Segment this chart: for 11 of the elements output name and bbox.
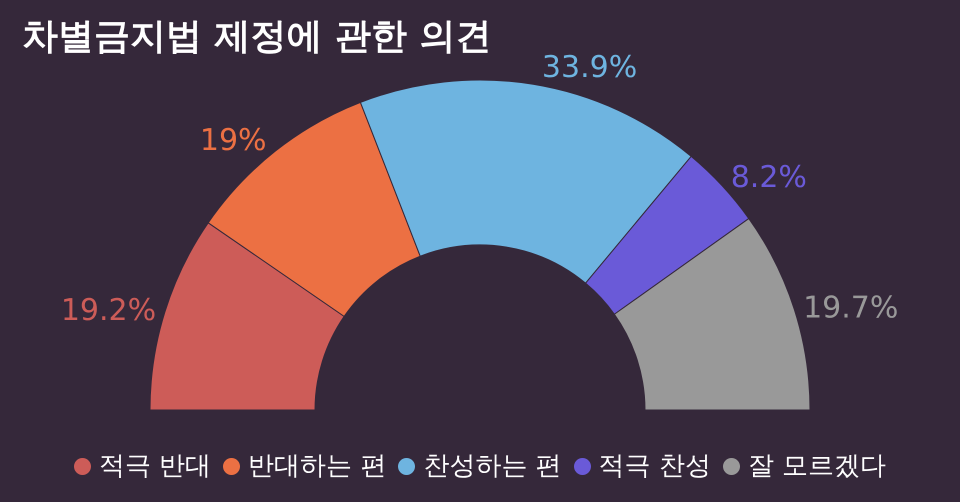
- data-label: 8.2%: [730, 160, 807, 196]
- legend-label: 적극 반대: [98, 451, 212, 481]
- legend-label: 적극 찬성: [598, 451, 711, 481]
- data-label: 33.9%: [542, 50, 638, 85]
- legend-label: 찬성하는 편: [423, 451, 562, 481]
- data-label: 19.2%: [60, 292, 156, 328]
- data-label: 19%: [200, 122, 267, 158]
- data-label: 19.7%: [803, 290, 898, 326]
- legend-label: 잘 모르겠다: [748, 451, 886, 481]
- chart-title: 차별금지법 제정에 관한 의견: [22, 15, 492, 59]
- legend-label: 반대하는 편: [248, 451, 386, 481]
